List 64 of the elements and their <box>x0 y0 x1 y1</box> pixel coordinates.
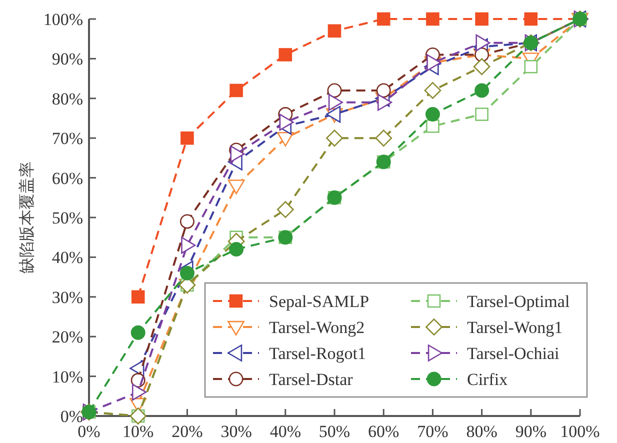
point <box>473 58 490 76</box>
point <box>132 384 147 401</box>
legend-label: Tarsel-Wong2 <box>269 318 365 337</box>
point <box>476 34 490 52</box>
point <box>131 290 145 304</box>
y-tick-label: 20% <box>52 328 83 347</box>
point <box>426 54 442 72</box>
y-tick-label: 100% <box>43 10 83 29</box>
point <box>276 132 294 147</box>
y-tick-label: 30% <box>52 288 83 307</box>
point <box>230 146 245 162</box>
x-tick-label: 100% <box>560 422 600 441</box>
point <box>328 24 342 38</box>
point <box>130 325 146 340</box>
y-axis-title: 缺陷版本覆盖率 <box>18 162 36 274</box>
y-tick-label: 80% <box>52 89 83 108</box>
legend-label: Tarsel-Dstar <box>269 370 354 389</box>
point <box>425 107 440 122</box>
legend-label: Tarsel-Rogot1 <box>269 344 366 363</box>
point <box>181 236 196 254</box>
point <box>376 83 391 98</box>
x-tick-label: 20% <box>172 422 203 441</box>
legend-label: Tarsel-Optimal <box>467 292 570 311</box>
point <box>524 60 538 74</box>
x-tick-label: 10% <box>122 422 154 441</box>
point <box>524 12 538 26</box>
point <box>276 201 294 218</box>
point <box>475 108 488 121</box>
point <box>426 120 440 133</box>
y-tick-label: 10% <box>52 367 83 386</box>
x-tick-label: 80% <box>466 422 498 441</box>
y-tick-label: 40% <box>52 248 83 268</box>
legend-label: Sepal-SAMLP <box>269 292 370 311</box>
point <box>229 242 244 257</box>
point <box>278 48 292 62</box>
point <box>180 266 194 280</box>
y-tick-label: 70% <box>52 129 83 148</box>
x-tick-label: 70% <box>417 422 448 441</box>
y-tick-label: 50% <box>52 208 83 228</box>
point <box>328 94 343 111</box>
legend-label: Tarsel-Wong1 <box>467 318 563 337</box>
point <box>474 83 490 98</box>
point <box>228 180 245 194</box>
point <box>230 84 243 98</box>
point <box>475 12 488 26</box>
x-tick-label: 60% <box>368 422 400 441</box>
legend-label: Cirfix <box>467 370 508 389</box>
x-tick-label: 50% <box>318 422 350 441</box>
point <box>279 114 294 131</box>
x-tick-label: 40% <box>270 422 301 441</box>
y-tick-label: 90% <box>52 50 83 69</box>
point <box>180 131 194 145</box>
point <box>426 12 440 26</box>
x-tick-label: 90% <box>515 422 546 441</box>
legend-label: Tarsel-Ochiai <box>467 344 560 363</box>
point <box>326 130 343 147</box>
y-tick-label: 60% <box>52 168 83 188</box>
point <box>180 214 194 229</box>
point <box>327 83 342 98</box>
point <box>375 130 392 147</box>
point <box>376 12 390 26</box>
point <box>424 82 442 99</box>
x-tick-label: 30% <box>220 422 252 441</box>
point <box>377 94 392 111</box>
